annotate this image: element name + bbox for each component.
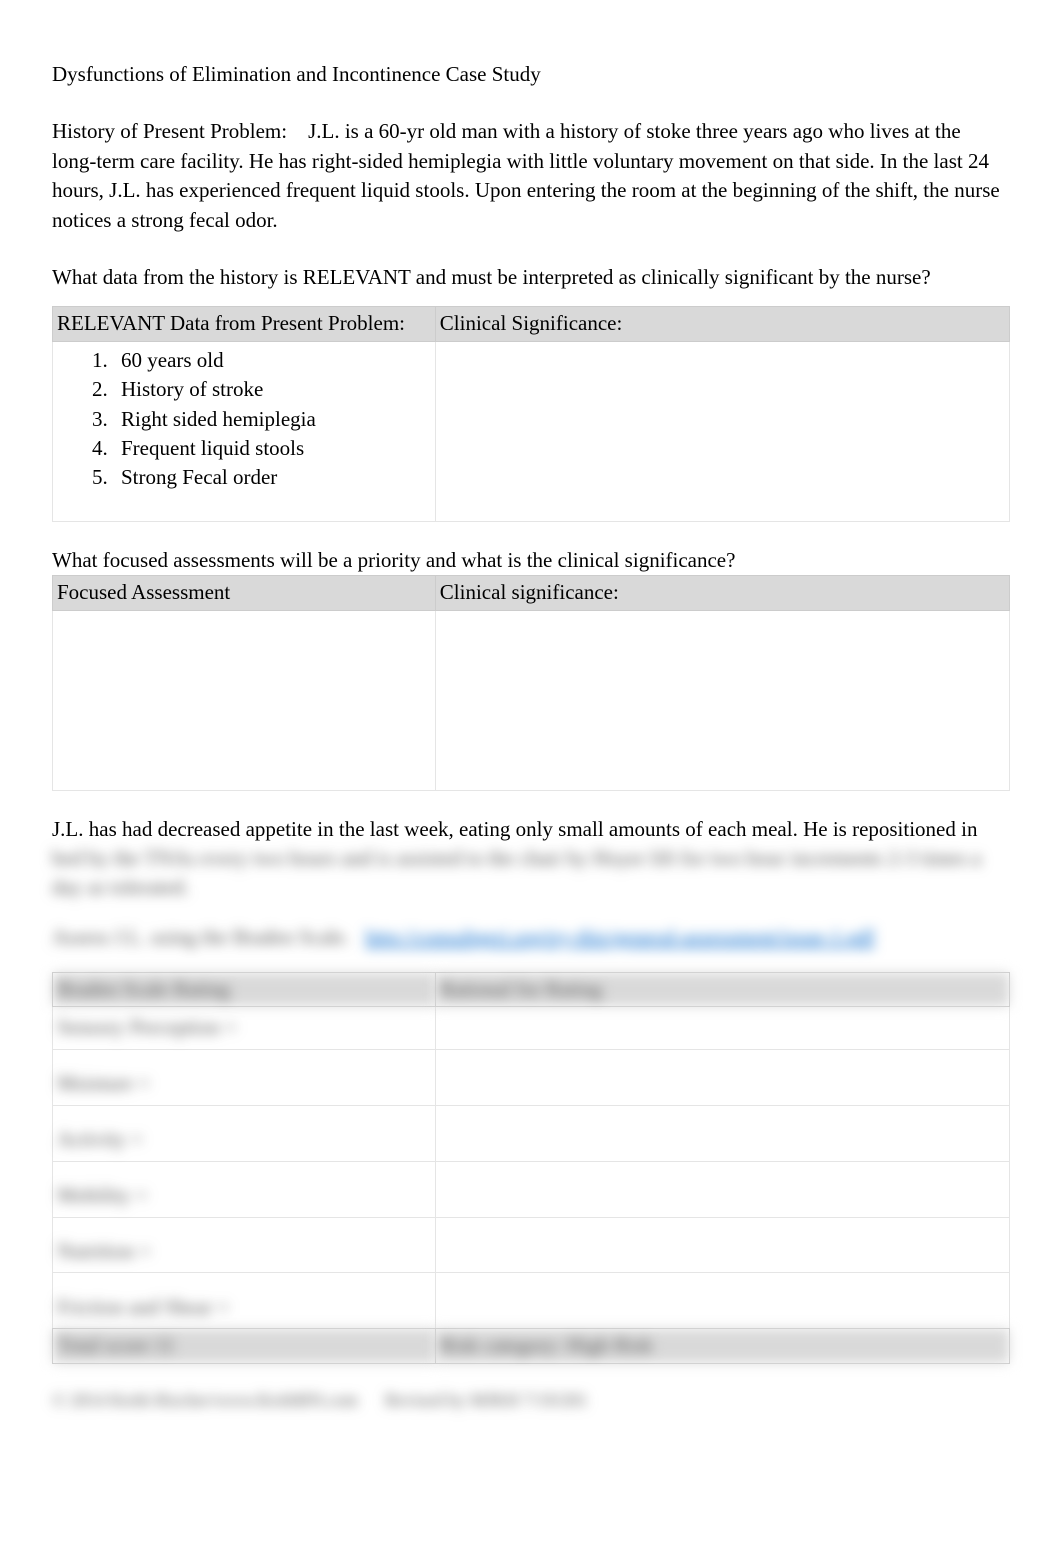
braden-row-label: Friction and Shear = [53,1287,436,1329]
table-row: Nutrition = [53,1231,1010,1273]
footer-left: © 2014 Keith Rischer/www.KeithRN.com [52,1390,358,1410]
table2-body-row [53,610,1010,790]
table1-body-left: 60 years old History of stroke Right sid… [53,341,436,521]
table2-body-right [435,610,1009,790]
table-row: Mobility = [53,1175,1010,1217]
braden-link: http://consultgeri.org/try-this/general-… [365,925,874,949]
braden-row-label: Nutrition = [53,1231,436,1273]
relevant-data-list: 60 years old History of stroke Right sid… [65,346,431,493]
table1-body-right [435,341,1009,521]
braden-row-label: Sensory Perception = [53,1007,436,1049]
table1-header-left: RELEVANT Data from Present Problem: [53,307,436,341]
para2-blurred: bed by the TNAs every two hours and is a… [52,846,981,899]
table2-header-right: Clinical significance: [435,576,1009,610]
table-row: Moisture = [53,1063,1010,1105]
document-footer: © 2014 Keith Rischer/www.KeithRN.com Rev… [52,1388,1010,1413]
table3-footer-right: Risk category: High Risk [435,1329,1009,1363]
braden-row-value [435,1287,1009,1329]
braden-row-value [435,1231,1009,1273]
braden-row-label: Mobility = [53,1175,436,1217]
table-row: Friction and Shear = [53,1287,1010,1329]
paragraph-2: J.L. has had decreased appetite in the l… [52,815,1010,903]
list-item: Strong Fecal order [113,463,431,492]
braden-row-label: Moisture = [53,1063,436,1105]
table3-header-left: Braden Scale Rating [53,973,436,1007]
table2-body-left [53,610,436,790]
question-2: What focused assessments will be a prior… [52,546,1010,575]
braden-row-value [435,1063,1009,1105]
table-row: Activity = [53,1119,1010,1161]
history-paragraph: History of Present Problem: J.L. is a 60… [52,117,1010,235]
braden-row-value [435,1119,1009,1161]
table3-footer-left: Total score 11 [53,1329,436,1363]
table1-body-row: 60 years old History of stroke Right sid… [53,341,1010,521]
table2-header-left: Focused Assessment [53,576,436,610]
braden-intro-text: Assess J.L. using the Braden Scale. [52,925,349,949]
list-item: Frequent liquid stools [113,434,431,463]
focused-assessment-table: Focused Assessment Clinical significance… [52,575,1010,790]
table-footer-row: Total score 11 Risk category: High Risk [53,1329,1010,1363]
table3-header-right: Rational for Rating [435,973,1009,1007]
footer-right: Revised by MJKH 7/19/201 [385,1390,588,1410]
question-1: What data from the history is RELEVANT a… [52,263,1010,292]
history-label: History of Present Problem: [52,119,287,143]
table-header-row: RELEVANT Data from Present Problem: Clin… [53,307,1010,341]
braden-scale-table: Braden Scale Rating Rational for Rating … [52,972,1010,1364]
para2-visible: J.L. has had decreased appetite in the l… [52,817,977,841]
braden-row-value [435,1007,1009,1049]
list-item: Right sided hemiplegia [113,405,431,434]
table-header-row: Focused Assessment Clinical significance… [53,576,1010,610]
table1-header-right: Clinical Significance: [435,307,1009,341]
braden-intro: Assess J.L. using the Braden Scale. http… [52,923,1010,952]
table-header-row: Braden Scale Rating Rational for Rating [53,973,1010,1007]
braden-row-label: Activity = [53,1119,436,1161]
document-title: Dysfunctions of Elimination and Incontin… [52,60,1010,89]
list-item: History of stroke [113,375,431,404]
relevant-data-table: RELEVANT Data from Present Problem: Clin… [52,306,1010,521]
list-item: 60 years old [113,346,431,375]
braden-row-value [435,1175,1009,1217]
table-row: Sensory Perception = [53,1007,1010,1049]
